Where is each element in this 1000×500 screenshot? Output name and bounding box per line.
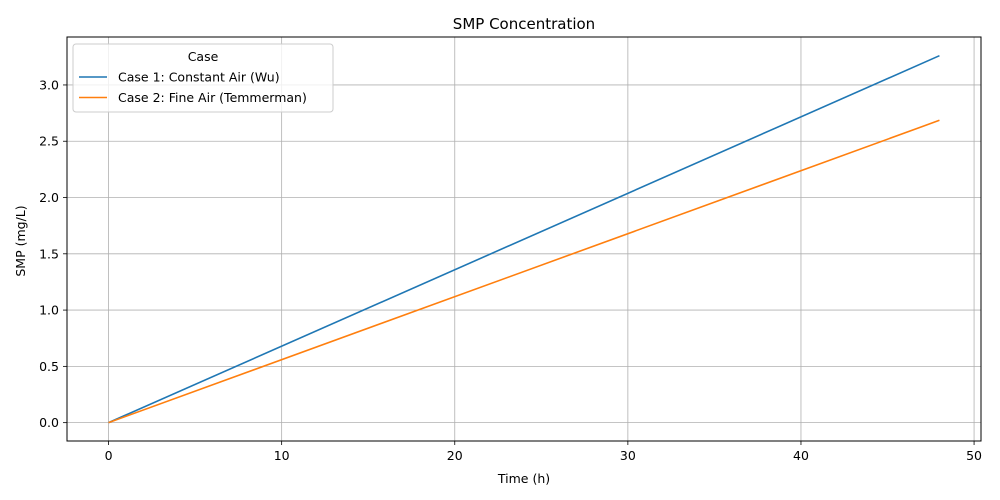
y-axis: 0.0 0.5 1.0 1.5 2.0 2.5 3.0 (39, 77, 67, 430)
y-tick-label: 3.0 (39, 77, 59, 92)
legend-label-2: Case 2: Fine Air (Temmerman) (118, 90, 307, 105)
x-tick-label: 20 (447, 448, 463, 463)
legend: Case Case 1: Constant Air (Wu) Case 2: Fi… (72, 43, 334, 113)
chart-title: SMP Concentration (453, 15, 595, 33)
x-tick-label: 30 (620, 448, 636, 463)
y-tick-label: 0.0 (39, 415, 59, 430)
legend-items: Case 1: Constant Air (Wu) Case 2: Fine Ai… (79, 70, 307, 105)
x-axis-title: Time (h) (497, 471, 550, 486)
x-tick-label: 10 (274, 448, 290, 463)
y-tick-label: 1.0 (39, 303, 59, 318)
grid-lines (67, 37, 981, 441)
legend-box (72, 43, 334, 113)
plot-frame (66, 36, 982, 442)
y-tick-label: 1.5 (39, 246, 59, 261)
legend-title: Case (188, 49, 219, 64)
series-line-2 (108, 119, 940, 424)
x-axis: 0 10 20 30 40 50 (105, 441, 982, 463)
x-tick-label: 50 (966, 448, 982, 463)
y-tick-label: 2.0 (39, 190, 59, 205)
x-tick-label: 40 (793, 448, 809, 463)
y-tick-label: 0.5 (39, 359, 59, 374)
series-layer (108, 54, 940, 424)
x-tick-label: 0 (105, 448, 113, 463)
y-tick-label: 2.5 (39, 134, 59, 149)
series-line-1 (108, 54, 940, 424)
y-axis-title: SMP (mg/L) (13, 205, 28, 276)
legend-label-1: Case 1: Constant Air (Wu) (118, 70, 280, 85)
